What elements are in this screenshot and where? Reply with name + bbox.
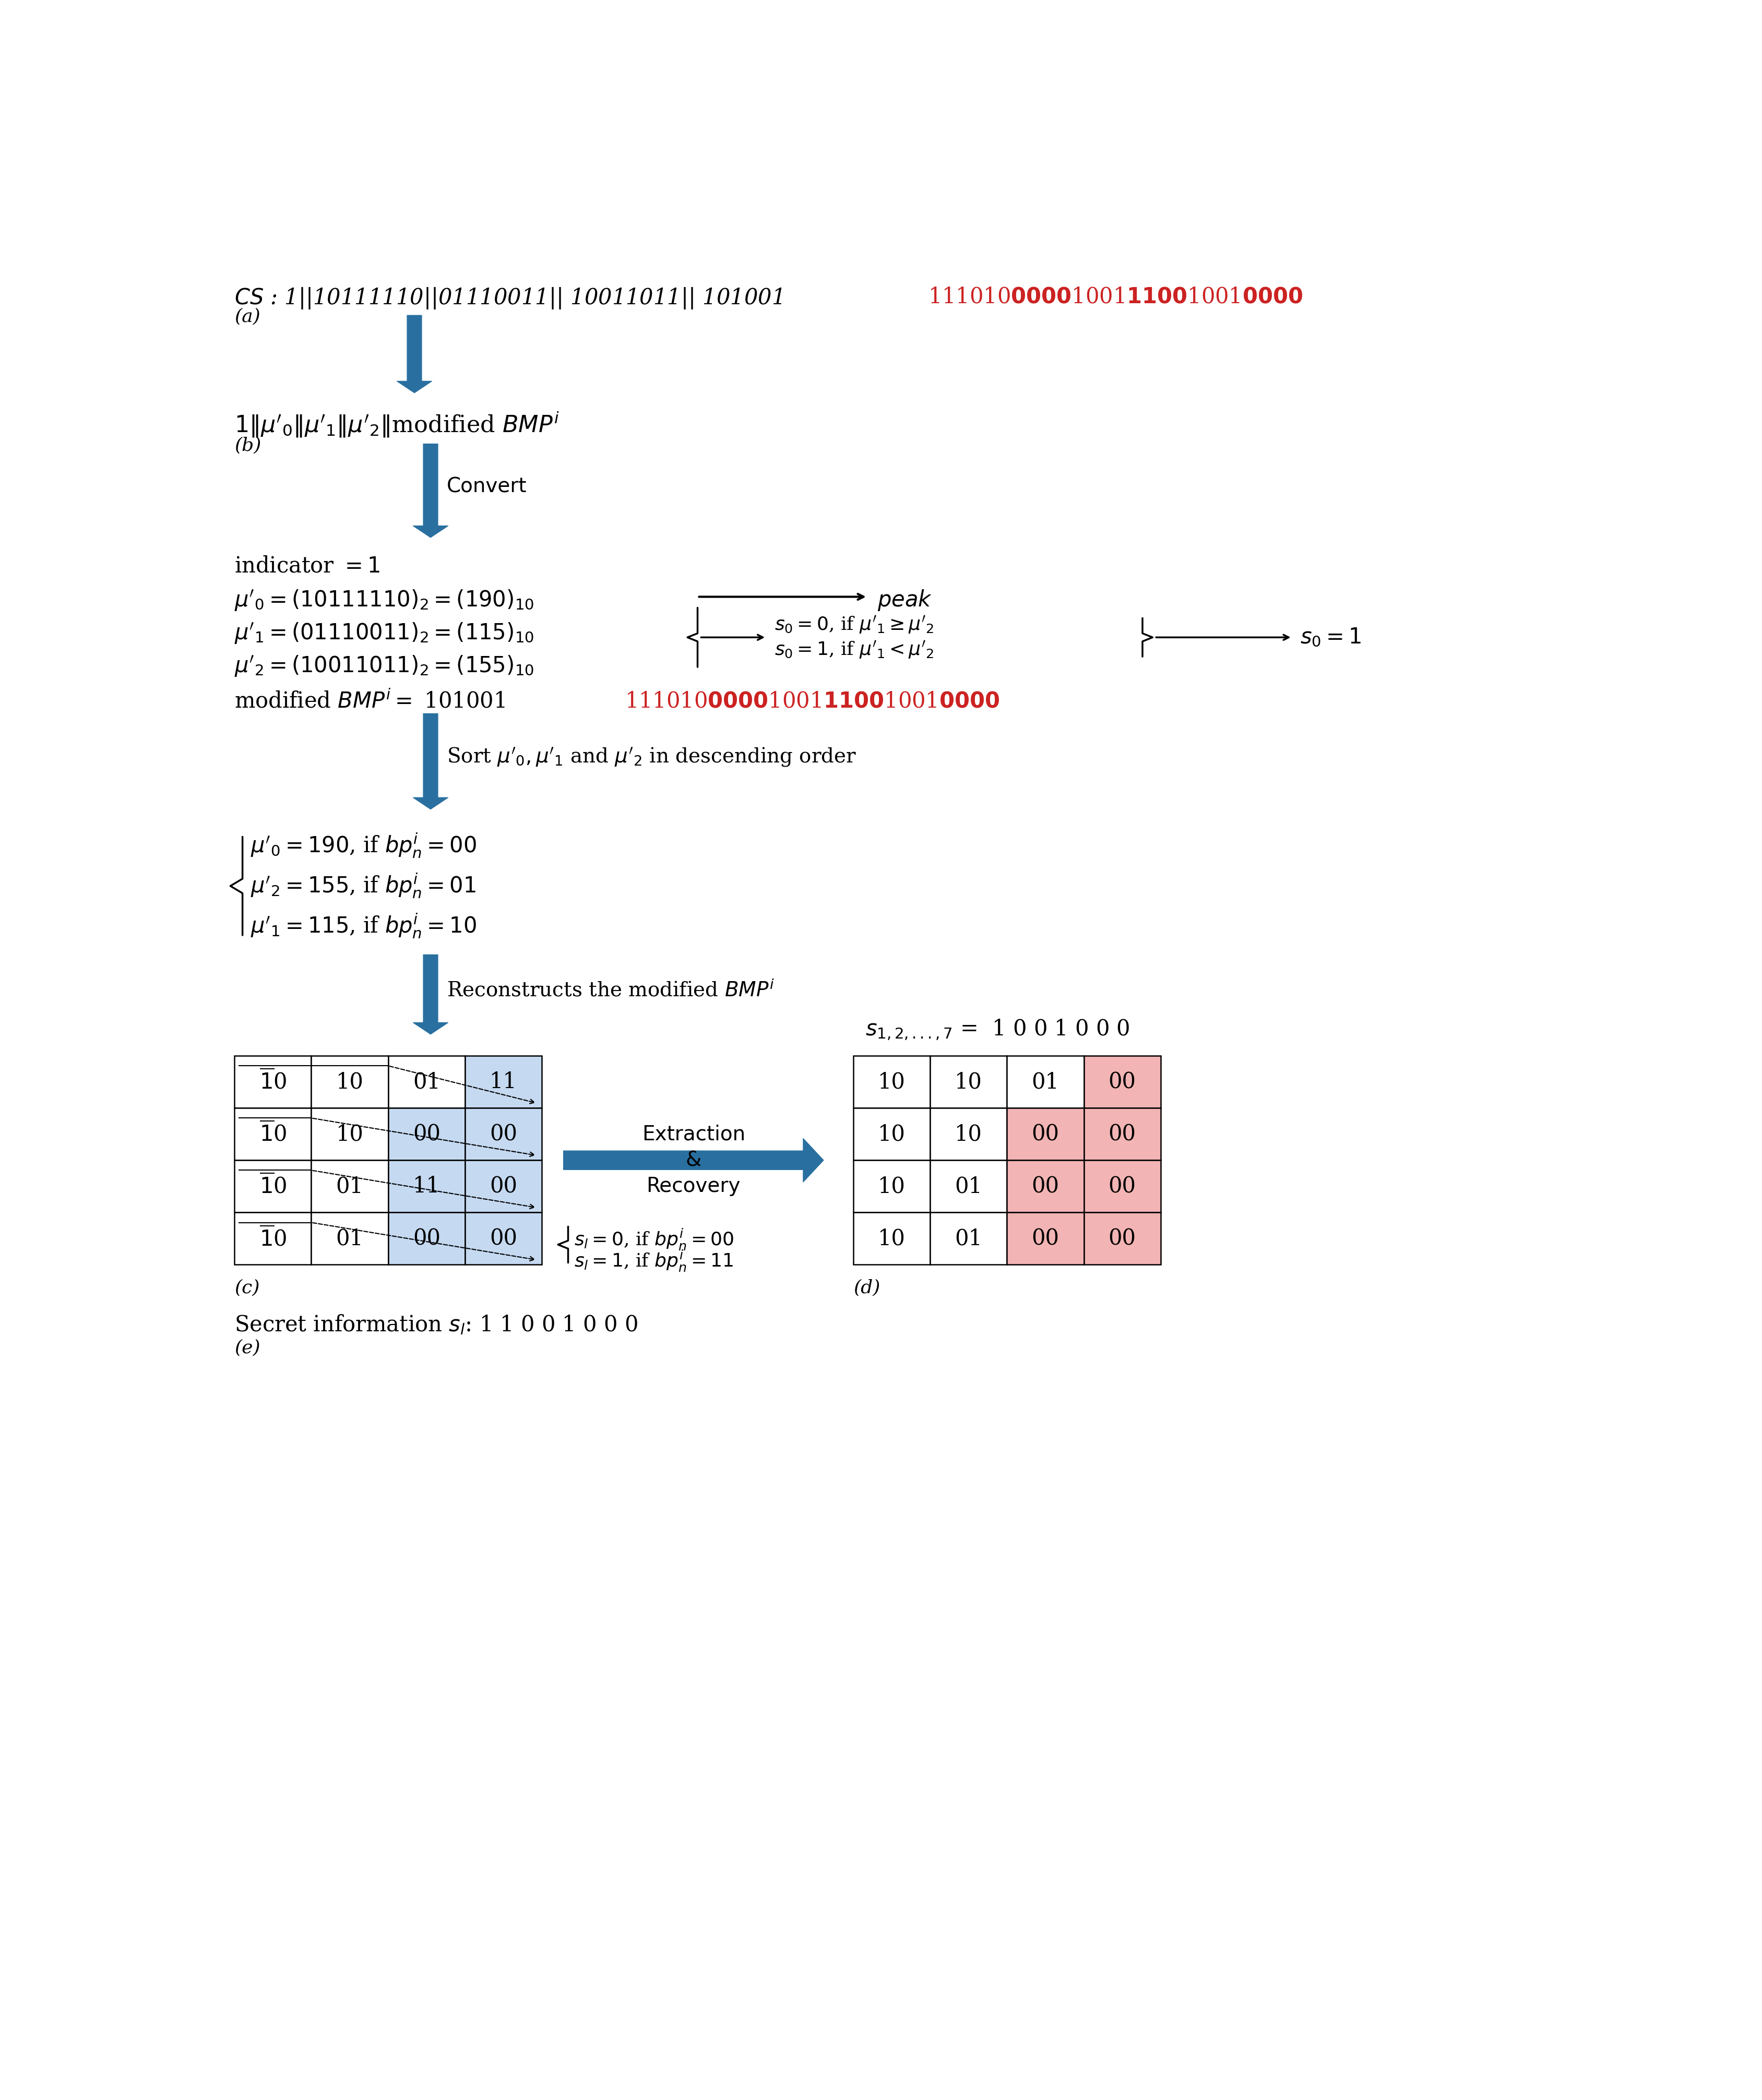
Text: 00: 00 bbox=[490, 1176, 518, 1197]
Text: Convert: Convert bbox=[448, 477, 527, 496]
Text: 10: 10 bbox=[337, 1071, 363, 1092]
Text: (b): (b) bbox=[234, 437, 261, 454]
Text: 10: 10 bbox=[337, 1124, 363, 1144]
Bar bbox=[234, 1109, 312, 1159]
Text: 111010$\mathbf{0000}$1001$\mathbf{1100}$1001$\mathbf{0000}$: 111010$\mathbf{0000}$1001$\mathbf{1100}$… bbox=[626, 691, 999, 712]
Text: $\overline{1}$0: $\overline{1}$0 bbox=[259, 1121, 287, 1147]
Text: 10: 10 bbox=[877, 1228, 906, 1250]
Bar bbox=[312, 1159, 388, 1212]
Bar bbox=[1084, 1212, 1161, 1264]
Bar bbox=[388, 1056, 465, 1109]
Text: 10: 10 bbox=[877, 1176, 906, 1197]
Text: 10: 10 bbox=[877, 1124, 906, 1144]
Text: 00: 00 bbox=[1031, 1176, 1059, 1197]
Text: $s_{1,2,...,7}$ =  1 0 0 1 0 0 0: $s_{1,2,...,7}$ = 1 0 0 1 0 0 0 bbox=[865, 1018, 1129, 1042]
Bar bbox=[388, 1159, 465, 1212]
Text: &: & bbox=[685, 1151, 701, 1170]
Text: Secret information $s_l$: 1 1 0 0 1 0 0 0: Secret information $s_l$: 1 1 0 0 1 0 0 … bbox=[234, 1312, 638, 1336]
Text: 01: 01 bbox=[955, 1176, 983, 1197]
Text: 01: 01 bbox=[337, 1176, 363, 1197]
Text: $\mu'_1 = 115$, if $bp^i_n = 10$: $\mu'_1 = 115$, if $bp^i_n = 10$ bbox=[250, 911, 476, 939]
Bar bbox=[930, 1159, 1006, 1212]
Text: 00: 00 bbox=[1108, 1228, 1136, 1250]
Text: $\mu'_0 = 190$, if $bp^i_n = 00$: $\mu'_0 = 190$, if $bp^i_n = 00$ bbox=[250, 832, 476, 859]
Text: $\overline{1}$0: $\overline{1}$0 bbox=[259, 1071, 287, 1094]
Text: (c): (c) bbox=[234, 1279, 259, 1296]
Text: 00: 00 bbox=[1108, 1071, 1136, 1092]
Text: 01: 01 bbox=[1031, 1071, 1059, 1092]
Bar bbox=[930, 1056, 1006, 1109]
Text: 00: 00 bbox=[490, 1124, 518, 1144]
Text: $\overline{1}$0: $\overline{1}$0 bbox=[259, 1226, 287, 1250]
Text: $\overline{1}$0: $\overline{1}$0 bbox=[259, 1174, 287, 1199]
Bar bbox=[234, 1212, 312, 1264]
Text: Sort $\mu'_0, \mu'_1$ and $\mu'_2$ in descending order: Sort $\mu'_0, \mu'_1$ and $\mu'_2$ in de… bbox=[448, 745, 856, 769]
Text: Recovery: Recovery bbox=[647, 1176, 740, 1197]
Bar bbox=[312, 1212, 388, 1264]
Text: 01: 01 bbox=[337, 1228, 363, 1250]
Bar bbox=[1006, 1109, 1084, 1159]
Text: 10: 10 bbox=[877, 1071, 906, 1092]
Text: 00: 00 bbox=[1108, 1176, 1136, 1197]
Bar bbox=[853, 1109, 930, 1159]
Text: 10: 10 bbox=[955, 1071, 983, 1092]
Text: $s_0 = 1$: $s_0 = 1$ bbox=[1300, 626, 1362, 649]
Text: (d): (d) bbox=[853, 1279, 879, 1296]
Bar bbox=[388, 1212, 465, 1264]
Bar bbox=[465, 1056, 543, 1109]
Bar bbox=[388, 1109, 465, 1159]
Bar bbox=[853, 1212, 930, 1264]
Text: $\mu'_2 = (10011011)_2=(155)_{10}$: $\mu'_2 = (10011011)_2=(155)_{10}$ bbox=[234, 653, 534, 678]
Text: $\mu'_0 = (10111110)_2=(190)_{10}$: $\mu'_0 = (10111110)_2=(190)_{10}$ bbox=[234, 588, 534, 611]
Text: 00: 00 bbox=[490, 1228, 518, 1250]
Text: 00: 00 bbox=[412, 1124, 440, 1144]
Text: 01: 01 bbox=[412, 1071, 440, 1092]
Bar bbox=[930, 1109, 1006, 1159]
Bar bbox=[853, 1159, 930, 1212]
Bar bbox=[465, 1212, 543, 1264]
Text: $1\|\mu'_0\|\mu'_1\| \mu'_2\|$modified $BMP^i$: $1\|\mu'_0\|\mu'_1\| \mu'_2\|$modified $… bbox=[234, 410, 559, 439]
Bar bbox=[1084, 1109, 1161, 1159]
Bar bbox=[312, 1056, 388, 1109]
Bar bbox=[312, 1109, 388, 1159]
Bar bbox=[1006, 1056, 1084, 1109]
Text: $s_l = 0$, if $bp^i_n = 00$: $s_l = 0$, if $bp^i_n = 00$ bbox=[574, 1226, 735, 1252]
Text: Extraction: Extraction bbox=[641, 1124, 745, 1144]
Text: 11: 11 bbox=[412, 1176, 440, 1197]
Bar bbox=[465, 1159, 543, 1212]
Text: 111010$\mathbf{0000}$1001$\mathbf{1100}$1001$\mathbf{0000}$: 111010$\mathbf{0000}$1001$\mathbf{1100}$… bbox=[929, 286, 1304, 309]
Text: 00: 00 bbox=[1031, 1228, 1059, 1250]
Text: $s_0 = 1$, if $\mu'_1 < \mu'_2$: $s_0 = 1$, if $\mu'_1 < \mu'_2$ bbox=[774, 638, 934, 659]
Text: 00: 00 bbox=[412, 1228, 440, 1250]
Bar bbox=[234, 1159, 312, 1212]
Text: $CS$ : 1||10111110||01110011|| 10011011|| 101001: $CS$ : 1||10111110||01110011|| 10011011|… bbox=[234, 286, 782, 311]
Text: (e): (e) bbox=[234, 1340, 261, 1357]
Bar bbox=[853, 1056, 930, 1109]
Text: $\mu'_1 = (01110011)_2=(115)_{10}$: $\mu'_1 = (01110011)_2=(115)_{10}$ bbox=[234, 622, 534, 645]
Text: $\mu'_2 = 155$, if $bp^i_n = 01$: $\mu'_2 = 155$, if $bp^i_n = 01$ bbox=[250, 871, 476, 899]
Text: Reconstructs the modified $BMP^i$: Reconstructs the modified $BMP^i$ bbox=[448, 981, 775, 1002]
Text: 01: 01 bbox=[955, 1228, 983, 1250]
Text: indicator $= 1$: indicator $= 1$ bbox=[234, 554, 381, 578]
Bar bbox=[1084, 1056, 1161, 1109]
Text: $s_0 = 0$, if $\mu'_1 \geq \mu'_2$: $s_0 = 0$, if $\mu'_1 \geq \mu'_2$ bbox=[774, 615, 934, 636]
Bar bbox=[234, 1056, 312, 1109]
Text: $peak$: $peak$ bbox=[877, 588, 932, 611]
Bar bbox=[930, 1212, 1006, 1264]
Text: 00: 00 bbox=[1031, 1124, 1059, 1144]
Bar bbox=[465, 1109, 543, 1159]
Text: modified $BMP^i =$ 101001: modified $BMP^i =$ 101001 bbox=[234, 691, 506, 712]
Text: (a): (a) bbox=[234, 309, 261, 326]
Bar bbox=[1084, 1159, 1161, 1212]
Text: 00: 00 bbox=[1108, 1124, 1136, 1144]
Bar bbox=[1006, 1159, 1084, 1212]
Text: 10: 10 bbox=[955, 1124, 983, 1144]
Bar bbox=[1006, 1212, 1084, 1264]
Text: $s_l = 1$, if $bp^i_n = 11$: $s_l = 1$, if $bp^i_n = 11$ bbox=[574, 1249, 733, 1273]
Text: 11: 11 bbox=[490, 1071, 518, 1092]
